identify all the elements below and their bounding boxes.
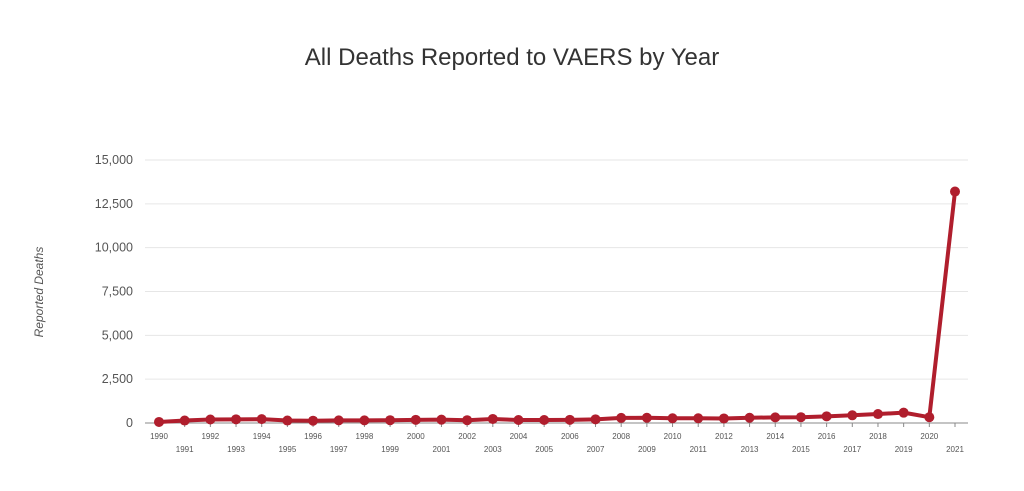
x-tick-label: 2019 [895,445,913,454]
data-point [795,412,806,423]
data-point [718,413,729,424]
data-point [462,415,473,426]
data-point [359,415,370,426]
x-tick-label: 1994 [253,432,271,441]
x-tick-label: 1990 [150,432,168,441]
data-point [436,414,447,425]
y-tick-label: 12,500 [95,197,133,211]
data-point [693,413,704,424]
data-point [487,413,498,424]
series-line [157,189,957,424]
data-point [847,410,858,421]
x-tick-label: 2017 [843,445,861,454]
data-point [154,416,164,427]
y-tick-label: 15,000 [95,153,133,167]
data-point [256,414,267,425]
x-tick-label: 1999 [381,445,399,454]
x-tick-label: 2001 [433,445,451,454]
data-point [667,413,678,424]
data-point [539,415,550,426]
x-tick-label: 2013 [741,445,759,454]
x-tick-label: 2000 [407,432,425,441]
data-point [410,414,421,425]
x-tick-label: 2006 [561,432,579,441]
data-point [950,186,960,197]
data-point [744,412,755,423]
data-point [513,415,524,426]
x-tick-label: 1993 [227,445,245,454]
y-tick-label: 0 [126,416,133,430]
x-tick-label: 1996 [304,432,322,441]
y-tick-label: 10,000 [95,241,133,255]
x-tick-label: 2020 [920,432,938,441]
y-tick-label: 5,000 [102,328,133,342]
x-tick-label: 2007 [587,445,605,454]
x-tick-label: 2002 [458,432,476,441]
data-point [385,415,396,426]
data-point [564,414,575,425]
chart-title: All Deaths Reported to VAERS by Year [304,44,720,71]
x-tick-label: 1992 [201,432,219,441]
data-point [898,407,909,418]
x-tick-label: 1995 [278,445,296,454]
y-tick-label: 7,500 [102,285,133,299]
data-point [590,414,601,425]
x-tick-label: 1991 [176,445,194,454]
data-point [308,415,319,426]
x-tick-label: 2009 [638,445,656,454]
x-tick-label: 1998 [356,432,374,441]
data-point [616,412,627,423]
x-tick-label: 2004 [510,432,528,441]
x-tick-label: 2018 [869,432,887,441]
x-tick-label: 2014 [766,432,784,441]
x-tick-label: 2008 [612,432,630,441]
x-tick-label: 1997 [330,445,348,454]
x-tick-label: 2010 [664,432,682,441]
data-point [872,409,883,420]
data-point [770,412,781,423]
x-tick-label: 2005 [535,445,553,454]
data-point [924,412,935,423]
data-point [333,415,344,426]
data-point [821,411,832,422]
y-tick-label: 2,500 [102,372,133,386]
x-tick-label: 2011 [690,445,708,454]
data-point [282,415,293,426]
data-point [641,412,652,423]
data-point [231,414,242,425]
x-tick-label: 2012 [715,432,733,441]
x-tick-label: 2016 [818,432,836,441]
x-tick-label: 2015 [792,445,810,454]
x-tick-label: 2003 [484,445,502,454]
x-tick-label: 2021 [946,445,964,454]
data-point [205,414,216,425]
data-point [179,415,190,426]
